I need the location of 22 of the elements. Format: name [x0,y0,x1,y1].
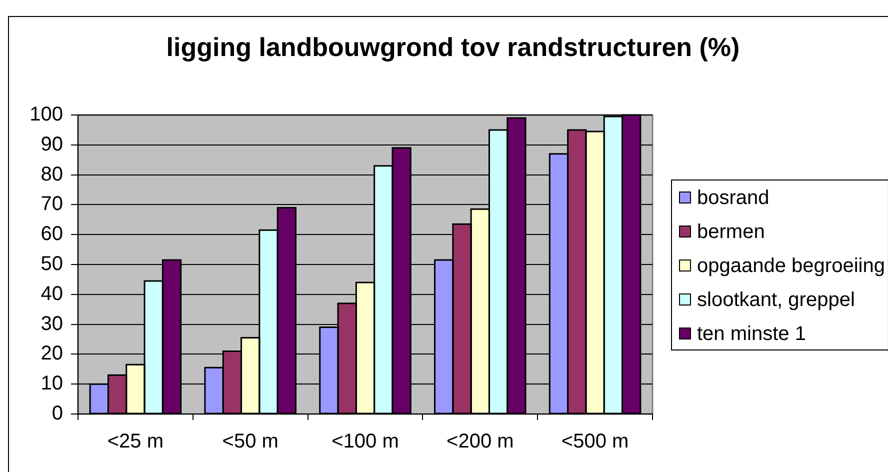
y-tick-label: 60 [40,223,63,246]
chart-title: ligging landbouwgrond tov randstructuren (%) [166,32,740,62]
legend-label: bermen [697,221,765,244]
x-tick-label: <100 m [332,430,399,453]
legend-label: slootkant, greppel [697,289,855,312]
x-tick-label: <200 m [446,430,514,453]
y-tick-label: 70 [40,193,63,216]
y-tick-label: 90 [40,133,63,156]
legend-label: opgaande begroeiing [697,255,885,278]
y-tick-label: 20 [40,342,63,365]
legend-label: ten minste 1 [697,323,806,346]
y-tick-label: 0 [52,402,63,425]
y-tick-label: 40 [40,282,63,305]
y-tick-label: 100 [30,104,63,126]
y-tick-label: 30 [40,312,63,335]
legend-label: bosrand [697,187,770,210]
x-tick-label: <50 m [222,430,278,453]
x-tick-label: <25 m [107,430,164,453]
x-tick-label: <500 m [561,430,629,453]
y-tick-label: 80 [40,163,63,186]
y-tick-label: 50 [40,253,63,276]
y-tick-label: 10 [40,372,63,395]
